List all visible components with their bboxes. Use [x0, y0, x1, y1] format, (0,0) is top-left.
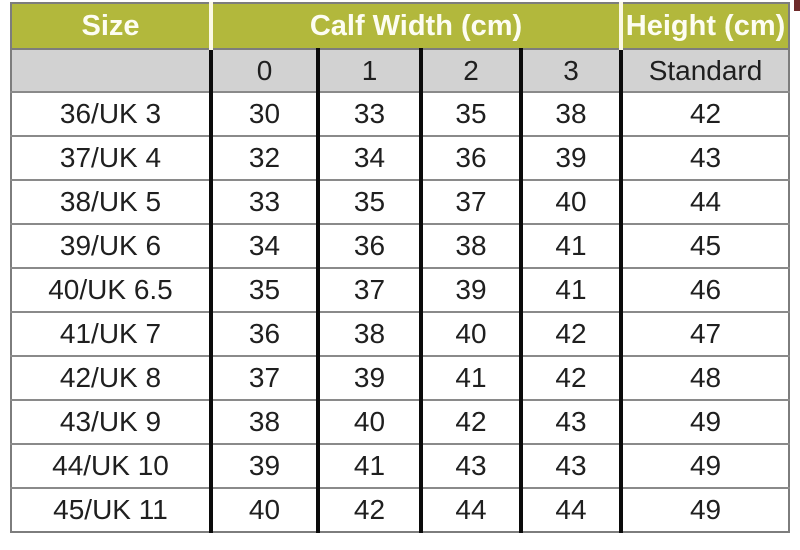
calf-width-cell: 37	[316, 267, 421, 312]
height-cell: 42	[619, 91, 790, 136]
calf-width-cell: 34	[209, 223, 318, 268]
calf-width-cell: 35	[419, 91, 521, 136]
calf-width-cell: 38	[209, 399, 318, 444]
calf-width-cell: 42	[518, 355, 622, 400]
calf-width-cell: 38	[419, 223, 521, 268]
calf-width-cell: 38	[316, 311, 421, 356]
column-header-calf-width: Calf Width (cm)	[208, 3, 622, 50]
size-cell: 37/UK 4	[11, 135, 211, 180]
calf-width-cell: 42	[518, 311, 622, 356]
table-row: 43/UK 9 38 40 42 43 49	[11, 399, 790, 444]
table-row: 45/UK 11 40 42 44 44 49	[11, 487, 790, 532]
calf-width-cell: 43	[518, 443, 622, 488]
column-header-height: Height (cm)	[619, 3, 790, 50]
calf-width-cell: 41	[518, 223, 622, 268]
calf-width-cell: 36	[209, 311, 318, 356]
subheader-calf-2: 2	[419, 49, 521, 92]
height-cell: 46	[619, 267, 790, 312]
size-cell: 38/UK 5	[11, 179, 211, 224]
calf-width-cell: 32	[209, 135, 318, 180]
size-cell: 36/UK 3	[11, 91, 211, 136]
table-subheader-row: 0 1 2 3 Standard	[11, 49, 790, 92]
table-row: 37/UK 4 32 34 36 39 43	[11, 135, 790, 180]
table-row: 40/UK 6.5 35 37 39 41 46	[11, 267, 790, 312]
size-cell: 45/UK 11	[11, 487, 211, 532]
size-cell: 43/UK 9	[11, 399, 211, 444]
calf-width-cell: 43	[518, 399, 622, 444]
calf-width-cell: 38	[518, 91, 622, 136]
height-cell: 45	[619, 223, 790, 268]
calf-width-cell: 41	[419, 355, 521, 400]
height-cell: 49	[619, 443, 790, 488]
size-cell: 41/UK 7	[11, 311, 211, 356]
height-cell: 44	[619, 179, 790, 224]
height-cell: 49	[619, 399, 790, 444]
calf-width-cell: 42	[316, 487, 421, 532]
size-table-body: 36/UK 3 30 33 35 38 42 37/UK 4 32 34 36 39 43 38/UK …	[11, 91, 790, 532]
size-cell: 44/UK 10	[11, 443, 211, 488]
size-cell: 40/UK 6.5	[11, 267, 211, 312]
calf-width-cell: 44	[518, 487, 622, 532]
height-cell: 43	[619, 135, 790, 180]
calf-width-cell: 39	[419, 267, 521, 312]
size-cell: 39/UK 6	[11, 223, 211, 268]
calf-width-cell: 40	[518, 179, 622, 224]
calf-width-cell: 36	[419, 135, 521, 180]
calf-width-cell: 43	[419, 443, 521, 488]
subheader-calf-3: 3	[518, 49, 622, 92]
table-row: 42/UK 8 37 39 41 42 48	[11, 355, 790, 400]
calf-width-cell: 42	[419, 399, 521, 444]
calf-width-cell: 35	[316, 179, 421, 224]
height-cell: 48	[619, 355, 790, 400]
height-cell: 47	[619, 311, 790, 356]
table-row: 41/UK 7 36 38 40 42 47	[11, 311, 790, 356]
calf-width-cell: 36	[316, 223, 421, 268]
calf-width-cell: 40	[316, 399, 421, 444]
calf-width-cell: 39	[518, 135, 622, 180]
calf-width-cell: 33	[316, 91, 421, 136]
table-row: 36/UK 3 30 33 35 38 42	[11, 91, 790, 136]
calf-width-cell: 30	[209, 91, 318, 136]
table-header-row: Size Calf Width (cm) Height (cm)	[11, 3, 790, 50]
calf-width-cell: 37	[419, 179, 521, 224]
table-row: 39/UK 6 34 36 38 41 45	[11, 223, 790, 268]
calf-width-cell: 40	[419, 311, 521, 356]
calf-width-cell: 44	[419, 487, 521, 532]
size-chart-table: Size Calf Width (cm) Height (cm) 0 1 2 3…	[10, 2, 791, 533]
height-cell: 49	[619, 487, 790, 532]
subheader-height-cell: Standard	[619, 49, 790, 92]
subheader-calf-1: 1	[316, 49, 421, 92]
calf-width-cell: 34	[316, 135, 421, 180]
calf-width-cell: 41	[518, 267, 622, 312]
photo-artifact-corner	[794, 0, 800, 11]
calf-width-cell: 40	[209, 487, 318, 532]
calf-width-cell: 33	[209, 179, 318, 224]
table-row: 38/UK 5 33 35 37 40 44	[11, 179, 790, 224]
subheader-size-cell	[11, 49, 211, 92]
column-header-size: Size	[11, 3, 211, 50]
calf-width-cell: 37	[209, 355, 318, 400]
calf-width-cell: 39	[316, 355, 421, 400]
calf-width-cell: 41	[316, 443, 421, 488]
subheader-calf-0: 0	[209, 49, 318, 92]
table-row: 44/UK 10 39 41 43 43 49	[11, 443, 790, 488]
calf-width-cell: 35	[209, 267, 318, 312]
size-cell: 42/UK 8	[11, 355, 211, 400]
calf-width-cell: 39	[209, 443, 318, 488]
